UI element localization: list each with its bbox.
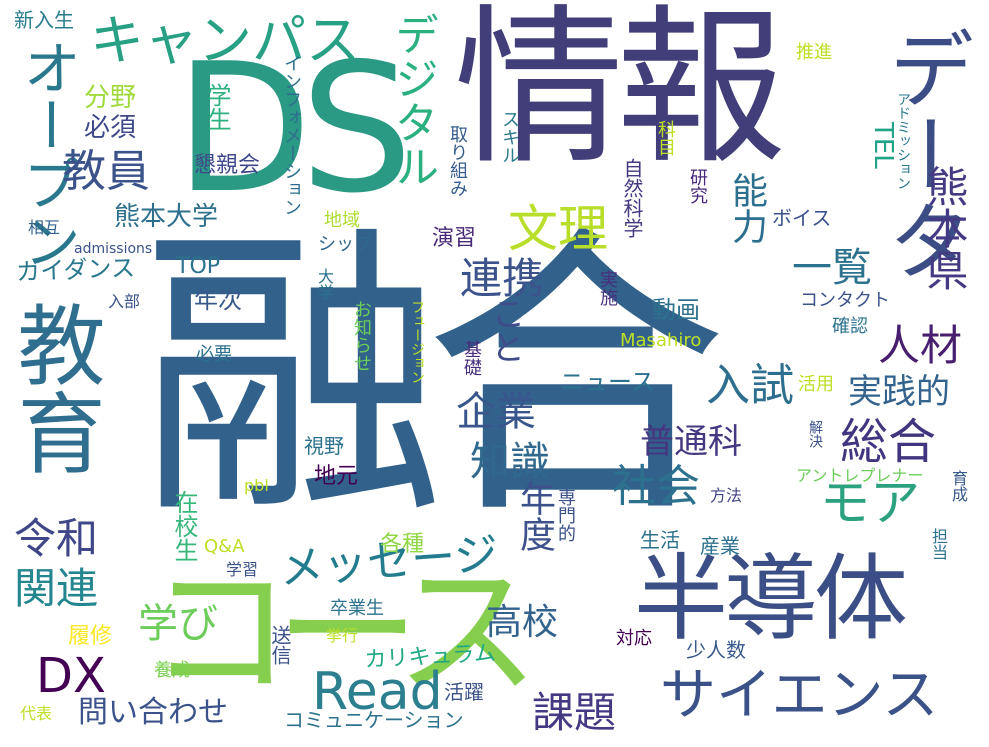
word-oshirase: お知らせ bbox=[351, 300, 372, 372]
word-admission: アドミッション bbox=[895, 92, 911, 190]
word-dx: DX bbox=[36, 648, 106, 704]
word-suishin: 推進 bbox=[796, 42, 832, 63]
word-guidance: ガイダンス bbox=[15, 253, 136, 286]
word-voice: ボイス bbox=[772, 206, 832, 230]
word-reiwa: 令和 bbox=[14, 514, 99, 563]
word-kyoin: 教員 bbox=[62, 146, 150, 197]
word-rishu: 履修 bbox=[68, 624, 113, 649]
word-senmonteki: 専門的 bbox=[555, 488, 576, 542]
word-nenji: 年次 bbox=[194, 286, 242, 314]
word-kumamotodaigaku: 熊本大学 bbox=[114, 202, 219, 232]
word-ds: DS bbox=[175, 25, 413, 232]
word-skill: スキル bbox=[499, 110, 520, 164]
word-campus: キャンパス bbox=[90, 9, 360, 72]
word-chiiki: 地域 bbox=[324, 210, 360, 231]
word-manabi: 学び bbox=[138, 601, 218, 647]
word-ichiran: 一覧 bbox=[792, 245, 872, 291]
word-daihyo: 代表 bbox=[20, 704, 53, 723]
word-ship: シップ bbox=[318, 234, 372, 255]
word-shizenkagaku: 自然科学 bbox=[620, 158, 644, 238]
word-konshinkai: 懇親会 bbox=[194, 153, 261, 178]
word-nendo: 年度 bbox=[514, 480, 555, 552]
word-course: コース bbox=[148, 548, 540, 717]
word-jimoto: 地元 bbox=[314, 464, 359, 489]
word-seikatsu: 生活 bbox=[640, 528, 680, 552]
word-news: ニュース bbox=[560, 368, 655, 396]
word-ikusei: 育成 bbox=[949, 470, 968, 502]
word-kanren: 関連 bbox=[14, 564, 99, 613]
word-qa: Q&A bbox=[204, 536, 245, 557]
word-soshin: 送信 bbox=[268, 625, 292, 665]
word-kakushu: 各種 bbox=[380, 532, 425, 557]
word-enshu: 演習 bbox=[432, 226, 477, 251]
word-science: サイエンス bbox=[660, 663, 939, 728]
word-data: データ bbox=[873, 25, 973, 283]
word-hissu: 必須 bbox=[84, 113, 137, 143]
word-kamoku: 科目 bbox=[655, 120, 676, 156]
word-pbl: pbl bbox=[244, 476, 269, 495]
word-doga: 動画 bbox=[652, 296, 700, 324]
word-hitsuyo: 必要 bbox=[196, 344, 232, 365]
word-handotai: 半導体 bbox=[634, 545, 908, 654]
word-taio: 対応 bbox=[616, 628, 652, 649]
word-koko: 高校 bbox=[486, 602, 559, 643]
word-katsuyaku: 活躍 bbox=[444, 680, 484, 704]
word-tanto: 担当 bbox=[929, 528, 948, 560]
word-jinzai: 人材 bbox=[878, 321, 963, 370]
word-yosei: 養成 bbox=[154, 660, 190, 681]
word-open: オープン bbox=[13, 38, 81, 270]
word-sogo2: 相互 bbox=[28, 218, 61, 237]
word-bunya: 分野 bbox=[84, 83, 137, 113]
word-entrepreneur: アントレプレナー bbox=[796, 466, 924, 485]
word-kadai: 課題 bbox=[532, 688, 617, 737]
word-jisshi: 実施 bbox=[597, 270, 618, 306]
word-contact: コンタクト bbox=[800, 290, 890, 311]
word-renkei: 連携 bbox=[460, 254, 545, 303]
word-moa: モア bbox=[820, 474, 920, 532]
word-tel: TEL bbox=[868, 122, 898, 169]
word-koto: こと bbox=[485, 296, 525, 364]
word-kumamotoken: 熊本県 bbox=[920, 165, 969, 291]
word-futsuka: 普通科 bbox=[640, 422, 742, 462]
word-kyoko: 挙行 bbox=[326, 626, 359, 645]
word-kigyo: 企業 bbox=[456, 389, 536, 435]
word-katsuyo: 活用 bbox=[798, 374, 834, 395]
word-admissions: admissions bbox=[74, 241, 153, 257]
word-chishiki: 知識 bbox=[470, 439, 550, 485]
word-noryoku: 能力 bbox=[726, 172, 767, 244]
word-sotsugyosei: 卒業生 bbox=[330, 598, 384, 619]
word-gakushu: 学習 bbox=[226, 560, 259, 579]
word-sogo: 総合 bbox=[840, 414, 937, 470]
word-hoho: 方法 bbox=[710, 486, 743, 505]
word-fusion: フュージョン bbox=[409, 300, 425, 384]
word-communication: コミュニケーション bbox=[284, 708, 464, 732]
word-digital: デジタル bbox=[387, 12, 438, 188]
word-bunri: 文理 bbox=[508, 200, 608, 258]
word-zaikosei: 在校生 bbox=[170, 490, 198, 562]
word-kakunin: 確認 bbox=[832, 316, 868, 337]
word-information: インフォメーション bbox=[281, 54, 302, 216]
word-kiso: 基礎 bbox=[461, 340, 482, 376]
word-kaiketsu: 解決 bbox=[807, 420, 823, 448]
word-shoninzu: 少人数 bbox=[686, 638, 746, 662]
word-masahiro: Masahiro bbox=[620, 330, 702, 351]
word-toiawase: 問い合わせ bbox=[78, 695, 228, 730]
word-yugo: 融合 bbox=[140, 200, 728, 555]
word-jissenteki: 実践的 bbox=[848, 372, 950, 412]
word-shinnyusei: 新入生 bbox=[14, 8, 74, 32]
word-joho: 情報 bbox=[454, 0, 786, 188]
word-nyushi: 入試 bbox=[706, 360, 794, 411]
word-shakai: 社会 bbox=[612, 461, 700, 512]
word-torikumi: 取り組み bbox=[447, 125, 468, 197]
word-daigaku: 大学 bbox=[315, 268, 334, 300]
word-sangyo: 産業 bbox=[700, 534, 740, 558]
word-kyoiku: 教育 bbox=[3, 300, 106, 476]
word-nyubu: 入部 bbox=[108, 292, 141, 311]
word-gakusei: 学生 bbox=[203, 83, 231, 131]
word-top: TOP bbox=[176, 254, 221, 279]
word-read: Read bbox=[312, 662, 443, 722]
word-shiya: 視野 bbox=[304, 434, 344, 458]
word-kenkyu: 研究 bbox=[687, 168, 708, 204]
